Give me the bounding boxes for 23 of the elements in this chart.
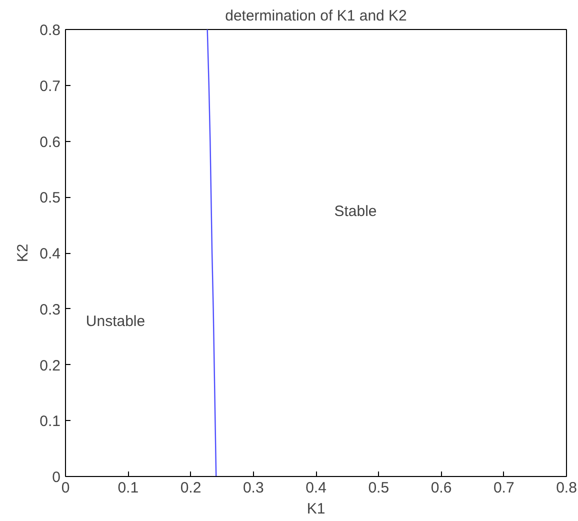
x-tick-label: 0.6 [430,480,452,496]
x-tick-label: 0.3 [242,480,264,496]
y-tick-label: 0.2 [40,357,61,374]
line-series [206,30,217,476]
x-tick-label: 0.1 [118,480,139,496]
y-tick-label: 0.6 [40,134,61,151]
x-tick-label: 0.5 [368,480,390,496]
y-tick-label: 0.7 [40,78,61,95]
x-tick-label: 0.7 [493,480,514,496]
y-tick-label: 0.1 [40,413,61,430]
chart-title: determination of K1 and K2 [225,8,407,24]
annotation: Stable [334,203,377,220]
x-tick-label: 0.8 [556,480,577,496]
annotation: Unstable [86,313,146,330]
x-tick-label: 0.2 [180,480,202,496]
y-tick-label: 0.8 [40,22,61,39]
y-tick-label: 0 [52,469,60,486]
x-tick-label: 0.4 [306,480,326,496]
y-tick-label: 0.5 [40,190,61,207]
x-axis-title: K1 [306,500,326,518]
y-axis-title: K2 [14,244,32,262]
y-tick-label: 0.3 [40,301,61,318]
y-tick-label: 0.4 [40,246,61,262]
